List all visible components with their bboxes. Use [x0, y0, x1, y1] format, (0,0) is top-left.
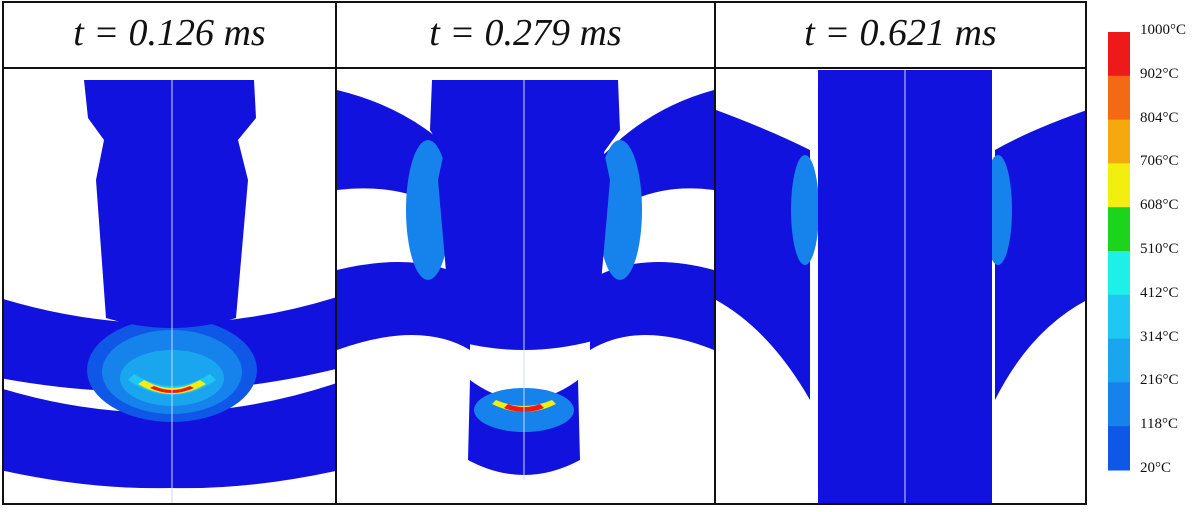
- legend-swatch: [1108, 338, 1130, 383]
- panel-2-heat-zone-left: [406, 140, 450, 280]
- panel-2-lower-sheet: [337, 262, 470, 350]
- panel-2-heat-zone-right: [598, 140, 642, 280]
- legend-label: 1000°C: [1140, 22, 1187, 38]
- legend-label: 216°C: [1140, 372, 1179, 389]
- legend-swatch: [1108, 426, 1130, 471]
- panel-borders: [2, 1, 1087, 505]
- panel-3-title: t = 0.621 ms: [804, 12, 997, 54]
- legend-swatch: [1108, 251, 1130, 296]
- legend-swatch: [1108, 207, 1130, 252]
- legend-swatch: [1108, 382, 1130, 427]
- legend-label: 412°C: [1140, 284, 1179, 301]
- legend-swatch: [1108, 294, 1130, 340]
- panel-2-lower-sheet-right: [590, 262, 714, 350]
- panel-1-rivet: [84, 80, 256, 328]
- legend-swatch: [1108, 75, 1130, 121]
- legend-swatch: [1108, 119, 1130, 164]
- panel-1-hot-band-red: [150, 386, 194, 393]
- legend-label: 706°C: [1140, 153, 1179, 170]
- legend-color-bar: [1108, 32, 1130, 471]
- legend-label: 608°C: [1140, 197, 1179, 214]
- panel-1-contour-plot: [4, 80, 335, 504]
- panel-2-contour-plot: [337, 80, 714, 480]
- panel-1-lower-sheet: [4, 383, 335, 489]
- legend-label: 902°C: [1140, 65, 1179, 82]
- panel-3-heat-zone-left: [791, 155, 819, 265]
- panel-1-title: t = 0.126 ms: [73, 12, 266, 54]
- legend-label: 804°C: [1140, 109, 1179, 126]
- legend-label: 20°C: [1140, 460, 1172, 476]
- legend-label: 118°C: [1140, 416, 1178, 433]
- legend-swatch: [1108, 32, 1130, 77]
- panel-3-sheet-left: [716, 110, 810, 400]
- legend-label: 314°C: [1140, 328, 1179, 345]
- panel-2-rivet: [430, 80, 620, 350]
- panel-3-sheet-right: [995, 110, 1087, 400]
- legend-swatch: [1108, 163, 1130, 208]
- panel-3-contour-plot: [716, 70, 1087, 504]
- legend-label: 510°C: [1140, 241, 1179, 257]
- panel-2-title: t = 0.279 ms: [429, 12, 622, 54]
- panel-1-hot-band-yellow: [138, 380, 206, 394]
